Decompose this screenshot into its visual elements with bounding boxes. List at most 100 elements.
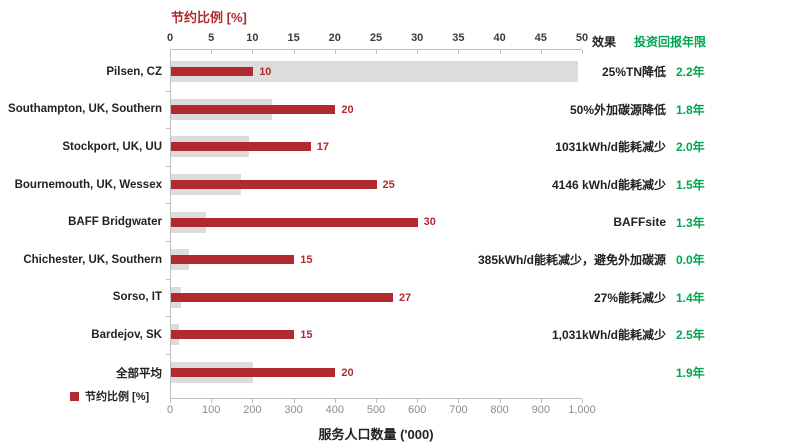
top-axis-tick — [376, 50, 377, 54]
top-axis-tick-label: 25 — [369, 32, 383, 44]
bottom-axis: 0 100 200 300 400 500 600 700 800 900 1,000 — [167, 398, 596, 418]
top-axis-tick-label: 5 — [208, 32, 215, 44]
bottom-axis-tick-label: 300 — [284, 404, 303, 416]
chart-row: Pilsen, CZ 10 25%TN降低 2.2年 — [0, 53, 796, 91]
top-axis-title: 节约比例 [%] — [171, 10, 247, 25]
top-axis-tick — [334, 50, 336, 54]
row-plot-area: 27 — [171, 279, 582, 317]
bottom-axis-tick — [458, 399, 460, 403]
bottom-axis-tick — [582, 399, 583, 403]
saving-bar — [171, 217, 418, 227]
site-label: Pilsen, CZ — [106, 65, 162, 78]
bottom-axis-tick — [170, 399, 171, 403]
payback-label: 1.5年 — [676, 178, 705, 193]
row-plot-area: 15 — [171, 316, 582, 354]
saving-bar — [171, 368, 336, 378]
bottom-axis-tick-label: 700 — [449, 404, 468, 416]
effect-label: 25%TN降低 — [601, 65, 666, 80]
effect-label: 50%外加碳源降低 — [569, 102, 666, 117]
payback-column-header: 投资回报年限 — [634, 35, 707, 49]
top-axis-tick — [417, 50, 419, 54]
bottom-axis-tick-label: 900 — [531, 404, 550, 416]
saving-value-label: 17 — [316, 141, 329, 154]
bottom-axis-tick — [252, 399, 254, 403]
top-axis-line — [170, 49, 582, 50]
payback-label: 1.4年 — [676, 290, 705, 305]
top-axis-tick-label: 35 — [452, 32, 465, 44]
saving-bar — [171, 180, 377, 190]
saving-value-label: 10 — [259, 66, 272, 78]
row-plot-area: 17 — [171, 128, 582, 166]
saving-value-label: 15 — [300, 254, 313, 266]
chart-row: Southampton, UK, Southern 20 50%外加碳源降低 1.8年 — [0, 91, 796, 129]
effect-label: BAFFsite — [613, 215, 666, 230]
chart-row: Stockport, UK, UU 17 1031kWh/d能耗减少 2.0年 — [0, 128, 796, 166]
effect-label: 27%能耗减少 — [593, 290, 666, 305]
chart-row: Bardejov, SK 15 1,031kWh/d能耗减少 2.5年 — [0, 316, 796, 354]
y-axis-category-tick — [166, 316, 170, 318]
y-axis-line — [170, 49, 171, 398]
effect-label: 1031kWh/d能耗减少 — [555, 140, 666, 155]
bottom-axis-tick — [334, 399, 336, 403]
bottom-axis-tick-label: 100 — [202, 404, 221, 416]
saving-bar — [171, 292, 393, 302]
saving-bar — [171, 104, 336, 114]
bottom-axis-tick — [540, 399, 542, 403]
y-axis-category-tick — [166, 203, 170, 205]
top-axis-tick — [540, 50, 542, 54]
bottom-axis-tick-label: 200 — [243, 404, 262, 416]
top-axis-tick-label: 50 — [575, 32, 589, 44]
row-plot-area: 20 — [171, 91, 582, 129]
chart-row: Chichester, UK, Southern 15 385kWh/d能耗减少，避… — [0, 241, 796, 279]
bottom-axis-tick-label: 400 — [325, 404, 344, 416]
bottom-axis-tick — [293, 399, 295, 403]
chart-row: BAFF Bridgwater 30 BAFFsite 1.3年 — [0, 203, 796, 241]
top-axis-tick-label: 0 — [166, 32, 174, 44]
site-label: BAFF Bridgwater — [68, 216, 162, 229]
y-axis-category-tick — [166, 128, 170, 130]
chart-row: Sorso, IT 27 27%能耗减少 1.4年 — [0, 279, 796, 317]
site-label: Southampton, UK, Southern — [8, 103, 162, 116]
bottom-axis-tick — [417, 399, 419, 403]
top-axis-tick-label: 40 — [493, 32, 506, 44]
top-axis-tick-label: 10 — [246, 32, 259, 44]
top-axis-tick-label: 45 — [534, 32, 547, 44]
site-label: 全部平均 — [116, 367, 162, 380]
row-plot-area: 25 — [171, 166, 582, 204]
effect-column-header: 效果 — [592, 35, 617, 49]
site-label: Bardejov, SK — [91, 328, 162, 341]
bottom-axis-tick-label: 1,000 — [568, 404, 596, 416]
payback-label: 0.0年 — [676, 253, 705, 268]
y-axis-category-tick — [166, 165, 170, 167]
saving-bar — [171, 255, 295, 265]
payback-label: 2.5年 — [676, 328, 705, 343]
chart-row: 全部平均 20 1.9年 — [0, 354, 796, 392]
payback-label: 2.2年 — [676, 65, 705, 80]
row-plot-area: 30 — [171, 203, 582, 241]
top-axis-tick — [458, 50, 460, 54]
site-label: Stockport, UK, UU — [62, 140, 162, 153]
bottom-axis-line — [170, 398, 582, 399]
row-plot-area: 20 — [171, 354, 582, 392]
saving-value-label: 15 — [300, 329, 313, 342]
y-axis-category-tick — [166, 353, 170, 355]
top-axis-tick-label: 30 — [411, 32, 424, 44]
chart-rows: Pilsen, CZ 10 25%TN降低 2.2年 Southampton, UK, … — [0, 53, 796, 392]
effect-label: 385kWh/d能耗减少，避免外加碳源 — [477, 253, 666, 268]
y-axis-category-tick — [166, 241, 170, 242]
legend: 节约比例 [%] — [70, 388, 149, 404]
row-plot-area: 10 — [171, 53, 582, 91]
payback-label: 1.9年 — [676, 366, 705, 381]
site-label: Bournemouth, UK, Wessex — [14, 178, 162, 191]
payback-label: 1.3年 — [676, 215, 705, 230]
top-axis-tick — [582, 50, 583, 54]
bottom-axis-tick — [376, 399, 377, 403]
saving-value-label: 27 — [398, 291, 412, 304]
population-bar — [171, 61, 578, 83]
top-axis: 0 5 10 15 20 25 30 35 40 45 50 — [166, 32, 588, 54]
bottom-axis-title: 服务人口数量 ('000) — [318, 427, 434, 442]
top-axis-tick — [499, 50, 501, 54]
saving-value-label: 20 — [341, 366, 354, 379]
bottom-axis-tick — [499, 399, 501, 403]
top-axis-tick — [211, 50, 213, 54]
